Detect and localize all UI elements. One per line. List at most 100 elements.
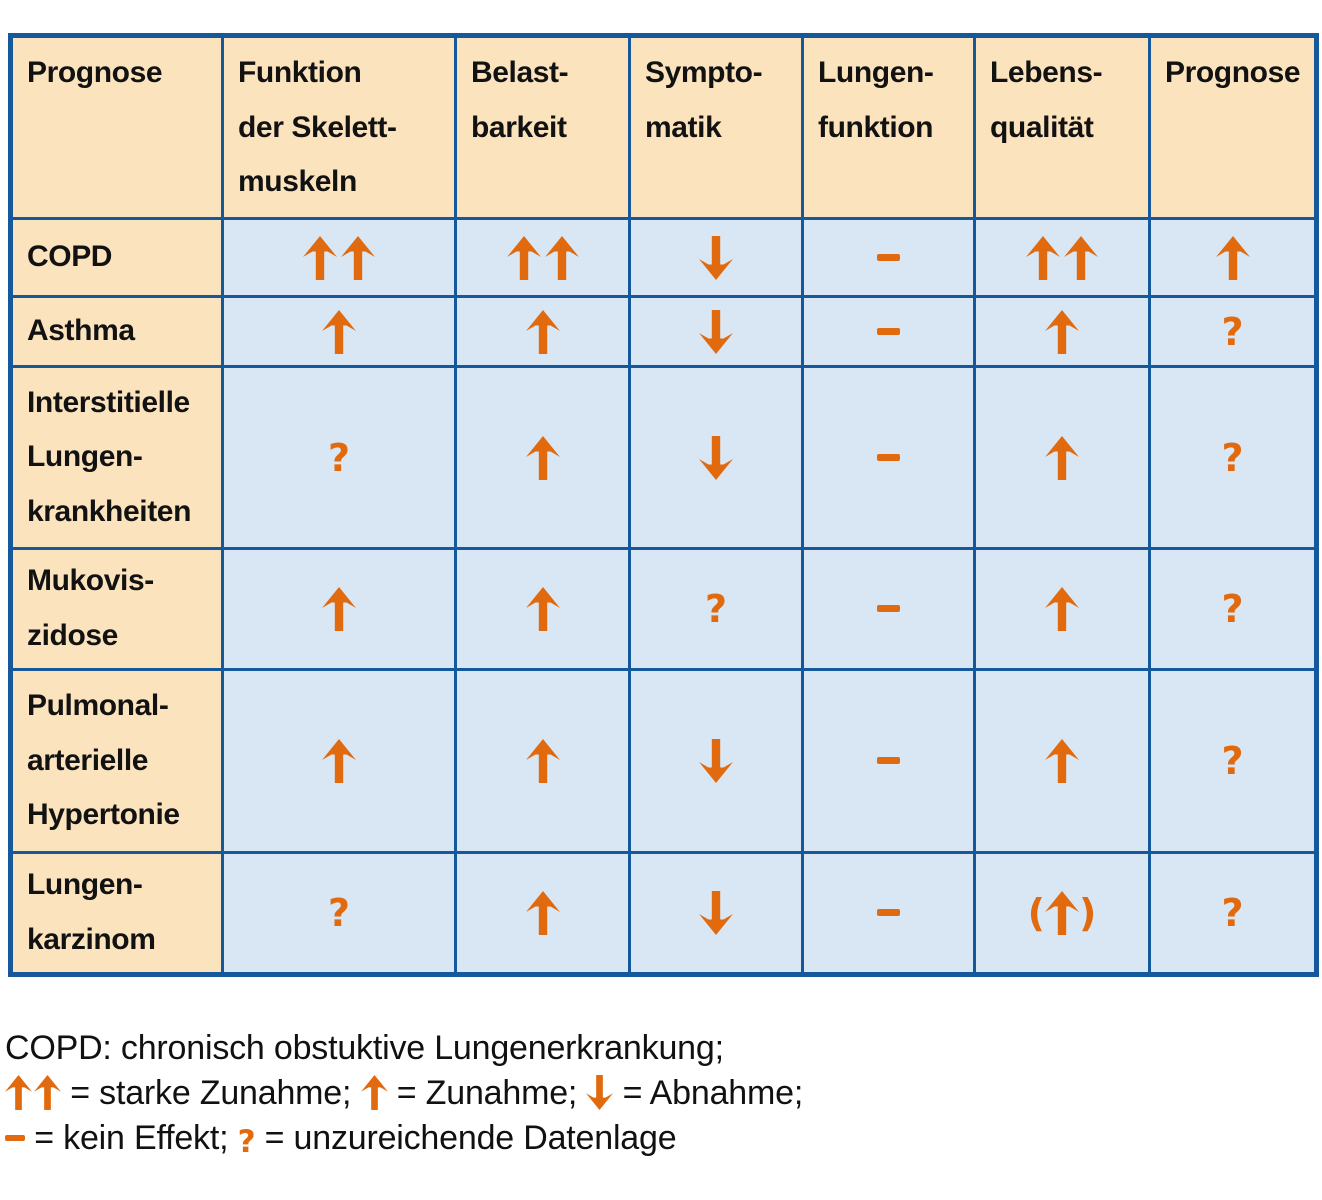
arrow-up-icon [525, 587, 560, 631]
effect-cell [628, 295, 804, 368]
effect-cell [973, 668, 1151, 854]
effect-cell [221, 547, 457, 671]
question-mark-icon: ? [1221, 435, 1244, 480]
no-effect-dash-icon [877, 757, 900, 765]
no-effect-dash-icon [5, 1135, 25, 1142]
parenthesis-text: ) [1079, 891, 1097, 935]
no-effect-dash-icon [877, 327, 900, 335]
question-mark-icon: ? [1221, 309, 1244, 354]
effect-cell [801, 217, 976, 298]
effect-cell [628, 365, 804, 550]
arrow-up-icon [1045, 435, 1079, 480]
table-row-pulmonale-hypertonie: Pulmonal- arterielle Hypertonie ? [9, 668, 1318, 854]
row-label: Lungen- karzinom [9, 851, 224, 976]
column-header-lebensqualitaet: Lebens- qualität [973, 34, 1151, 220]
effect-cell [221, 668, 457, 854]
effect-cell [454, 668, 631, 854]
effect-cell: ? [1148, 365, 1318, 550]
legend-symbol: ? [238, 1119, 256, 1158]
arrow-up-icon [322, 587, 356, 631]
question-mark-icon: ? [1221, 587, 1244, 631]
effect-cell [454, 295, 631, 368]
effect-cell [628, 851, 804, 976]
legend-symbol [360, 1074, 388, 1112]
effect-cell [801, 365, 976, 550]
arrow-down-icon [699, 891, 733, 935]
row-label: Interstitielle Lungen- krankheiten [9, 365, 224, 550]
table-legend: COPD: chronisch obstuktive Lungenerkrank… [5, 1026, 1315, 1162]
effect-cell [454, 547, 631, 671]
arrow-up-icon [1064, 235, 1098, 280]
arrow-down-icon [586, 1075, 614, 1111]
arrow-up-icon [525, 739, 560, 783]
effect-cell [973, 547, 1151, 671]
effect-cell [973, 365, 1151, 550]
effect-cell: ? [1148, 295, 1318, 368]
question-mark-icon: ? [1221, 739, 1244, 783]
effect-cell: () [973, 851, 1151, 976]
column-header-symptomatik: Sympto- matik [628, 34, 804, 220]
table-row-lungenkarzinom: Lungen- karzinom ? () ? [9, 851, 1318, 976]
row-label: Asthma [9, 295, 224, 368]
column-header-belastbarkeit: Belast- barkeit [454, 34, 631, 220]
arrow-up-icon [525, 309, 560, 354]
arrow-up-icon [1215, 235, 1250, 280]
arrow-up-icon [341, 235, 375, 280]
arrow-up-icon [1045, 891, 1079, 935]
arrow-up-icon [525, 435, 560, 480]
arrow-down-icon [699, 435, 733, 480]
row-label: Mukovis- zidose [9, 547, 224, 671]
effect-cell: ? [221, 365, 457, 550]
effect-cell [454, 365, 631, 550]
arrow-up-icon [506, 235, 541, 280]
arrow-up-icon [1045, 739, 1079, 783]
header-row: Prognose Funktion der Skelett- muskeln B… [9, 34, 1318, 220]
effect-cell [454, 217, 631, 298]
effect-cell: ? [1148, 547, 1318, 671]
table-row-interstitielle: Interstitielle Lungen- krankheiten ? ? [9, 365, 1318, 550]
table-row-copd: COPD [9, 217, 1318, 298]
question-mark-icon: ? [327, 435, 351, 480]
legend-line-arrows: = starke Zunahme; = Zunahme; = Abnahme; [5, 1071, 1315, 1116]
question-mark-icon: ? [327, 891, 351, 935]
column-header-prognose-right: Prognose [1148, 34, 1318, 220]
effect-cell: ? [221, 851, 457, 976]
legend-line-dash-question: = kein Effekt; ? = unzureichende Datenla… [5, 1116, 1315, 1161]
column-header-prognose-left: Prognose [9, 34, 224, 220]
arrow-down-icon [699, 309, 733, 354]
arrow-up-icon [5, 1075, 32, 1111]
legend-symbol [5, 1119, 25, 1157]
effect-cell [1148, 217, 1318, 298]
row-label: COPD [9, 217, 224, 298]
legend-symbol [5, 1074, 61, 1112]
effect-cell [221, 295, 457, 368]
arrow-up-icon [34, 1075, 61, 1111]
arrow-up-icon [525, 891, 560, 935]
no-effect-dash-icon [877, 605, 900, 613]
arrow-up-icon [1045, 587, 1079, 631]
effect-cell [973, 295, 1151, 368]
arrow-up-icon [303, 235, 337, 280]
question-mark-icon: ? [704, 587, 728, 631]
legend-line-abbreviation: COPD: chronisch obstuktive Lungenerkrank… [5, 1029, 724, 1067]
effect-cell [801, 295, 976, 368]
effect-cell [801, 668, 976, 854]
effect-cell [221, 217, 457, 298]
effects-table: Prognose Funktion der Skelett- muskeln B… [8, 33, 1319, 977]
effect-cell [628, 217, 804, 298]
effect-cell [628, 668, 804, 854]
column-header-lungenfunktion: Lungen- funktion [801, 34, 976, 220]
no-effect-dash-icon [877, 909, 900, 917]
arrow-up-icon [322, 309, 356, 354]
effect-cell: ? [628, 547, 804, 671]
arrow-down-icon [699, 739, 733, 783]
table-row-asthma: Asthma ? [9, 295, 1318, 368]
arrow-up-icon [360, 1075, 388, 1111]
effect-cell [454, 851, 631, 976]
arrow-up-icon [1026, 235, 1060, 280]
effect-cell [801, 547, 976, 671]
arrow-up-icon [1045, 309, 1079, 354]
effect-cell: ? [1148, 851, 1318, 976]
question-mark-icon: ? [1221, 891, 1244, 935]
column-header-skelettmuskeln: Funktion der Skelett- muskeln [221, 34, 457, 220]
